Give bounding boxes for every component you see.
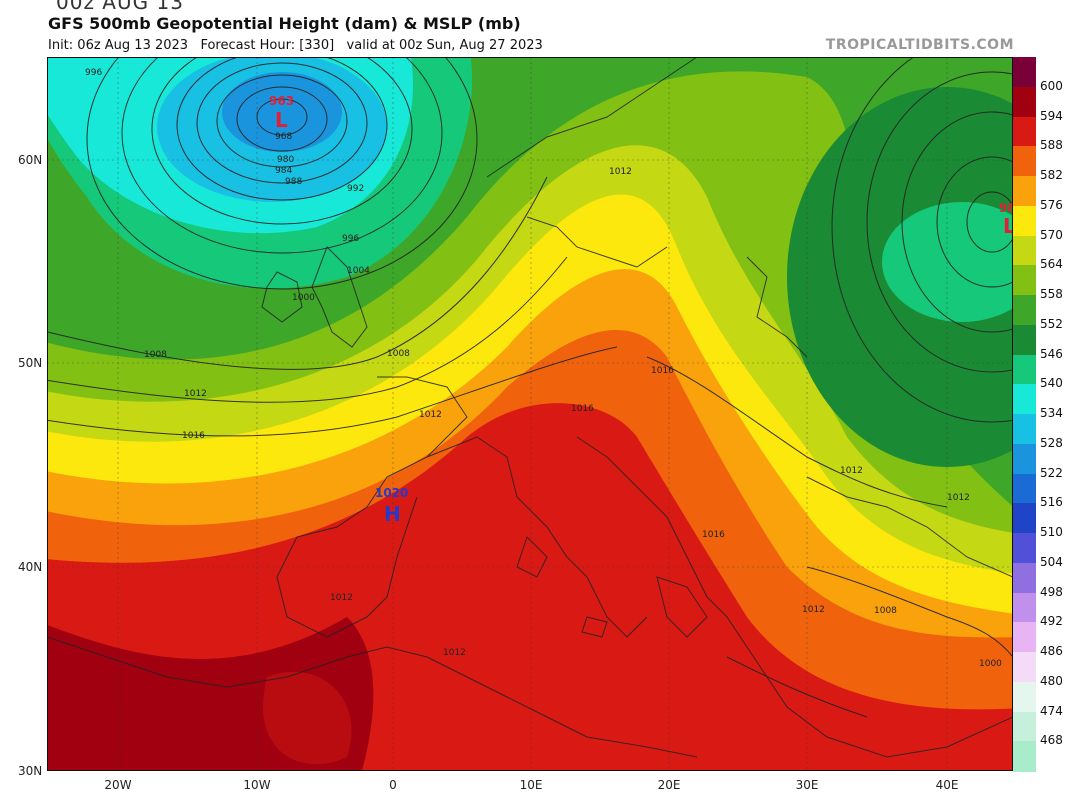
colorbar-swatch	[1013, 533, 1036, 564]
colorbar-swatch	[1013, 503, 1036, 534]
colorbar-swatch	[1013, 741, 1036, 772]
low-pressure-value-east: 98	[999, 201, 1013, 215]
isobar-label: 1016	[182, 431, 205, 441]
colorbar-label: 540	[1040, 376, 1063, 391]
colorbar-swatch	[1013, 205, 1036, 236]
isobar-label: 996	[342, 234, 359, 244]
isobar-label: 1000	[292, 293, 315, 303]
colorbar-swatch	[1013, 354, 1036, 385]
lat-label-60n: 60N	[18, 153, 43, 167]
isobar-label: 984	[275, 166, 292, 176]
lat-label-30n: 30N	[18, 764, 43, 778]
colorbar-label: 534	[1040, 406, 1063, 420]
isobar-label: 1012	[609, 167, 632, 177]
isobar-label: 1012	[184, 389, 207, 399]
low-pressure-value: 963	[269, 94, 294, 108]
isobar-label: 1012	[330, 593, 353, 603]
colorbar-swatch	[1013, 562, 1036, 593]
colorbar-label: 582	[1040, 168, 1063, 182]
colorbar-swatch	[1013, 265, 1036, 296]
colorbar-swatch	[1013, 384, 1036, 415]
colorbar-label: 492	[1040, 614, 1063, 629]
colorbar-swatch	[1013, 622, 1036, 653]
colorbar-swatch	[1013, 235, 1036, 266]
colorbar-label: 504	[1040, 554, 1063, 569]
colorbar-swatch	[1013, 86, 1036, 117]
clipped-header-text: 00z AUG 13	[56, 0, 184, 14]
isobar-label: 1016	[571, 404, 594, 414]
isobar-label: 992	[347, 184, 364, 194]
high-pressure-value: 1020	[375, 486, 408, 500]
colorbar-swatch	[1013, 652, 1036, 683]
map-subtitle: Init: 06z Aug 13 2023 Forecast Hour: [33…	[48, 38, 543, 53]
lat-label-50n: 50N	[18, 356, 43, 370]
isobar-label: 1004	[347, 266, 370, 276]
weather-map: 996 968 980 984 988 992 996 1000 1004 10…	[47, 57, 1013, 771]
colorbar-label: 516	[1040, 495, 1063, 510]
colorbar-swatch	[1013, 116, 1036, 147]
brand-watermark: TROPICALTIDBITS.COM	[825, 37, 1014, 53]
colorbar-label: 510	[1040, 525, 1063, 539]
colorbar-swatch	[1013, 711, 1036, 742]
isobar-label: 1000	[979, 659, 1002, 669]
colorbar-label: 588	[1040, 138, 1063, 153]
colorbar-label: 546	[1040, 346, 1063, 361]
lon-label-10e: 10E	[519, 778, 543, 792]
isobar-label: 1016	[651, 366, 674, 376]
lon-label-10w: 10W	[243, 778, 271, 792]
isobar-label: 996	[85, 68, 102, 78]
lon-label-20e: 20E	[657, 778, 681, 792]
colorbar-label: 552	[1040, 316, 1063, 331]
colorbar-swatch	[1013, 57, 1036, 88]
lon-label-30e: 30E	[795, 778, 819, 792]
low-pressure-marker: L	[275, 108, 288, 132]
colorbar-label: 570	[1040, 227, 1063, 242]
lon-label-20w: 20W	[104, 778, 132, 792]
colorbar-swatch	[1013, 146, 1036, 177]
colorbar-label: 480	[1040, 673, 1063, 688]
isobar-label: 1008	[144, 350, 167, 360]
colorbar-swatch	[1013, 592, 1036, 623]
colorbar-label: 576	[1040, 197, 1063, 212]
colorbar-label: 558	[1040, 287, 1063, 301]
isobar-label: 1016	[702, 530, 725, 540]
isobar-label: 1012	[419, 410, 442, 420]
colorbar-swatch	[1013, 324, 1036, 355]
colorbar-swatch	[1013, 473, 1036, 504]
lon-label-40e: 40E	[935, 778, 959, 792]
lat-label-40n: 40N	[18, 560, 43, 574]
colorbar-label: 564	[1040, 257, 1063, 272]
isobar-label: 1012	[443, 648, 466, 658]
isobar-label: 980	[277, 155, 294, 165]
colorbar-label: 594	[1040, 108, 1063, 123]
colorbar-swatch	[1013, 176, 1036, 207]
colorbar-label: 468	[1040, 733, 1063, 748]
height-colorbar	[1013, 57, 1036, 772]
map-title: GFS 500mb Geopotential Height (dam) & MS…	[48, 14, 521, 33]
isobar-label: 1012	[947, 493, 970, 503]
isobar-label: 1008	[387, 349, 410, 359]
colorbar-swatch	[1013, 414, 1036, 445]
colorbar-swatch	[1013, 295, 1036, 326]
colorbar-label: 486	[1040, 644, 1063, 658]
high-pressure-marker: H	[384, 502, 401, 526]
colorbar-label: 600	[1040, 78, 1063, 93]
isobar-label: 1012	[802, 605, 825, 615]
colorbar-label: 498	[1040, 584, 1063, 599]
isobar-label: 968	[275, 132, 292, 142]
low-pressure-marker-east: L	[1003, 214, 1013, 238]
colorbar-swatch	[1013, 681, 1036, 712]
colorbar-label: 474	[1040, 703, 1063, 718]
lon-label-0: 0	[389, 778, 397, 792]
isobar-label: 988	[285, 177, 302, 187]
colorbar-label: 522	[1040, 465, 1063, 480]
isobar-label: 1008	[874, 606, 897, 616]
isobar-label: 1012	[840, 466, 863, 476]
colorbar-swatch	[1013, 443, 1036, 474]
colorbar-label: 528	[1040, 435, 1063, 450]
